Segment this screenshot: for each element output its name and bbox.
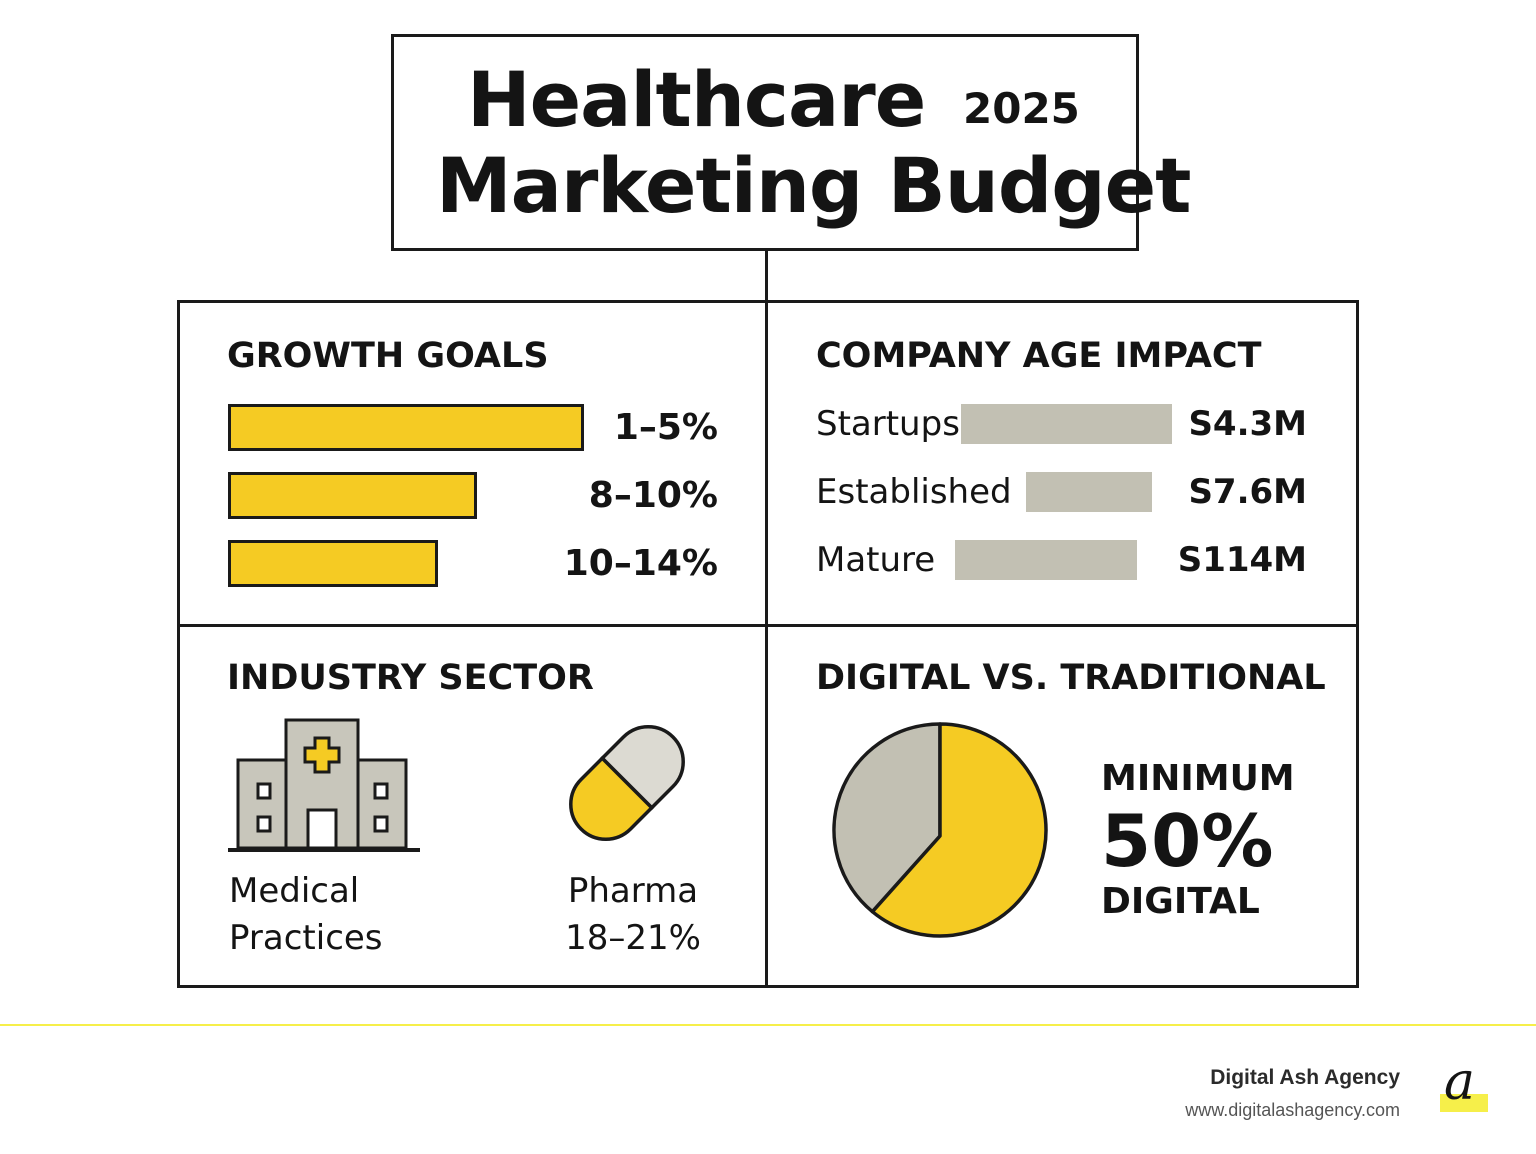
industry-sector-heading: INDUSTRY SECTOR bbox=[227, 658, 594, 698]
digital-percent: 50% bbox=[1101, 799, 1274, 883]
title-box bbox=[391, 34, 1139, 251]
digital-label: DIGITAL bbox=[1101, 881, 1260, 922]
agency-url: www.digitalashagency.com bbox=[1185, 1100, 1400, 1120]
pharma-line-2: 18–21% bbox=[565, 917, 701, 958]
growth-bar bbox=[228, 540, 438, 587]
growth-label: 8–10% bbox=[588, 475, 718, 516]
age-label-startups: Startups bbox=[816, 404, 960, 444]
growth-bar bbox=[228, 472, 477, 519]
company-age-heading: COMPANY AGE IMPACT bbox=[816, 336, 1262, 376]
pharma-line-1: Pharma bbox=[567, 871, 699, 911]
agency-name: Digital Ash Agency bbox=[1210, 1066, 1400, 1089]
medical-line-2: Practices bbox=[229, 917, 383, 958]
grid-divider-horizontal bbox=[177, 624, 1359, 627]
age-bar-established bbox=[1026, 472, 1152, 512]
footer-divider bbox=[0, 1024, 1536, 1026]
agency-logo: a bbox=[1444, 1052, 1476, 1112]
age-amount-startups: S4.3M bbox=[1188, 404, 1307, 444]
growth-label: 10–14% bbox=[563, 543, 718, 584]
age-bar-startups bbox=[961, 404, 1172, 444]
age-amount-mature: S114M bbox=[1177, 540, 1307, 580]
growth-bar bbox=[228, 404, 584, 451]
hospital-icon bbox=[228, 718, 420, 852]
age-label-established: Established bbox=[816, 472, 1012, 512]
title-line-1: Healthcare bbox=[467, 55, 926, 144]
pill-icon bbox=[569, 725, 685, 841]
age-amount-established: S7.6M bbox=[1188, 472, 1307, 512]
connector-line bbox=[765, 251, 768, 303]
quadrant-grid bbox=[177, 300, 1359, 988]
growth-label: 1–5% bbox=[613, 407, 718, 448]
growth-goals-heading: GROWTH GOALS bbox=[227, 336, 549, 376]
medical-practices-label: Medical Practices bbox=[229, 868, 383, 962]
logo-highlight bbox=[1440, 1094, 1488, 1112]
pie-slice-digital bbox=[870, 722, 1048, 938]
pharma-label: Pharma 18–21% bbox=[560, 868, 706, 962]
digital-vs-traditional-heading: DIGITAL VS. TRADITIONAL bbox=[816, 658, 1326, 698]
grid-divider-vertical bbox=[765, 300, 768, 988]
title-line-2: Marketing Budget bbox=[436, 141, 1192, 230]
age-bar-mature bbox=[955, 540, 1137, 580]
title-year: 2025 bbox=[963, 84, 1080, 133]
age-label-mature: Mature bbox=[816, 540, 936, 580]
medical-line-1: Medical bbox=[229, 871, 360, 911]
digital-pie-chart bbox=[832, 722, 1048, 938]
minimum-label: MINIMUM bbox=[1101, 758, 1295, 799]
